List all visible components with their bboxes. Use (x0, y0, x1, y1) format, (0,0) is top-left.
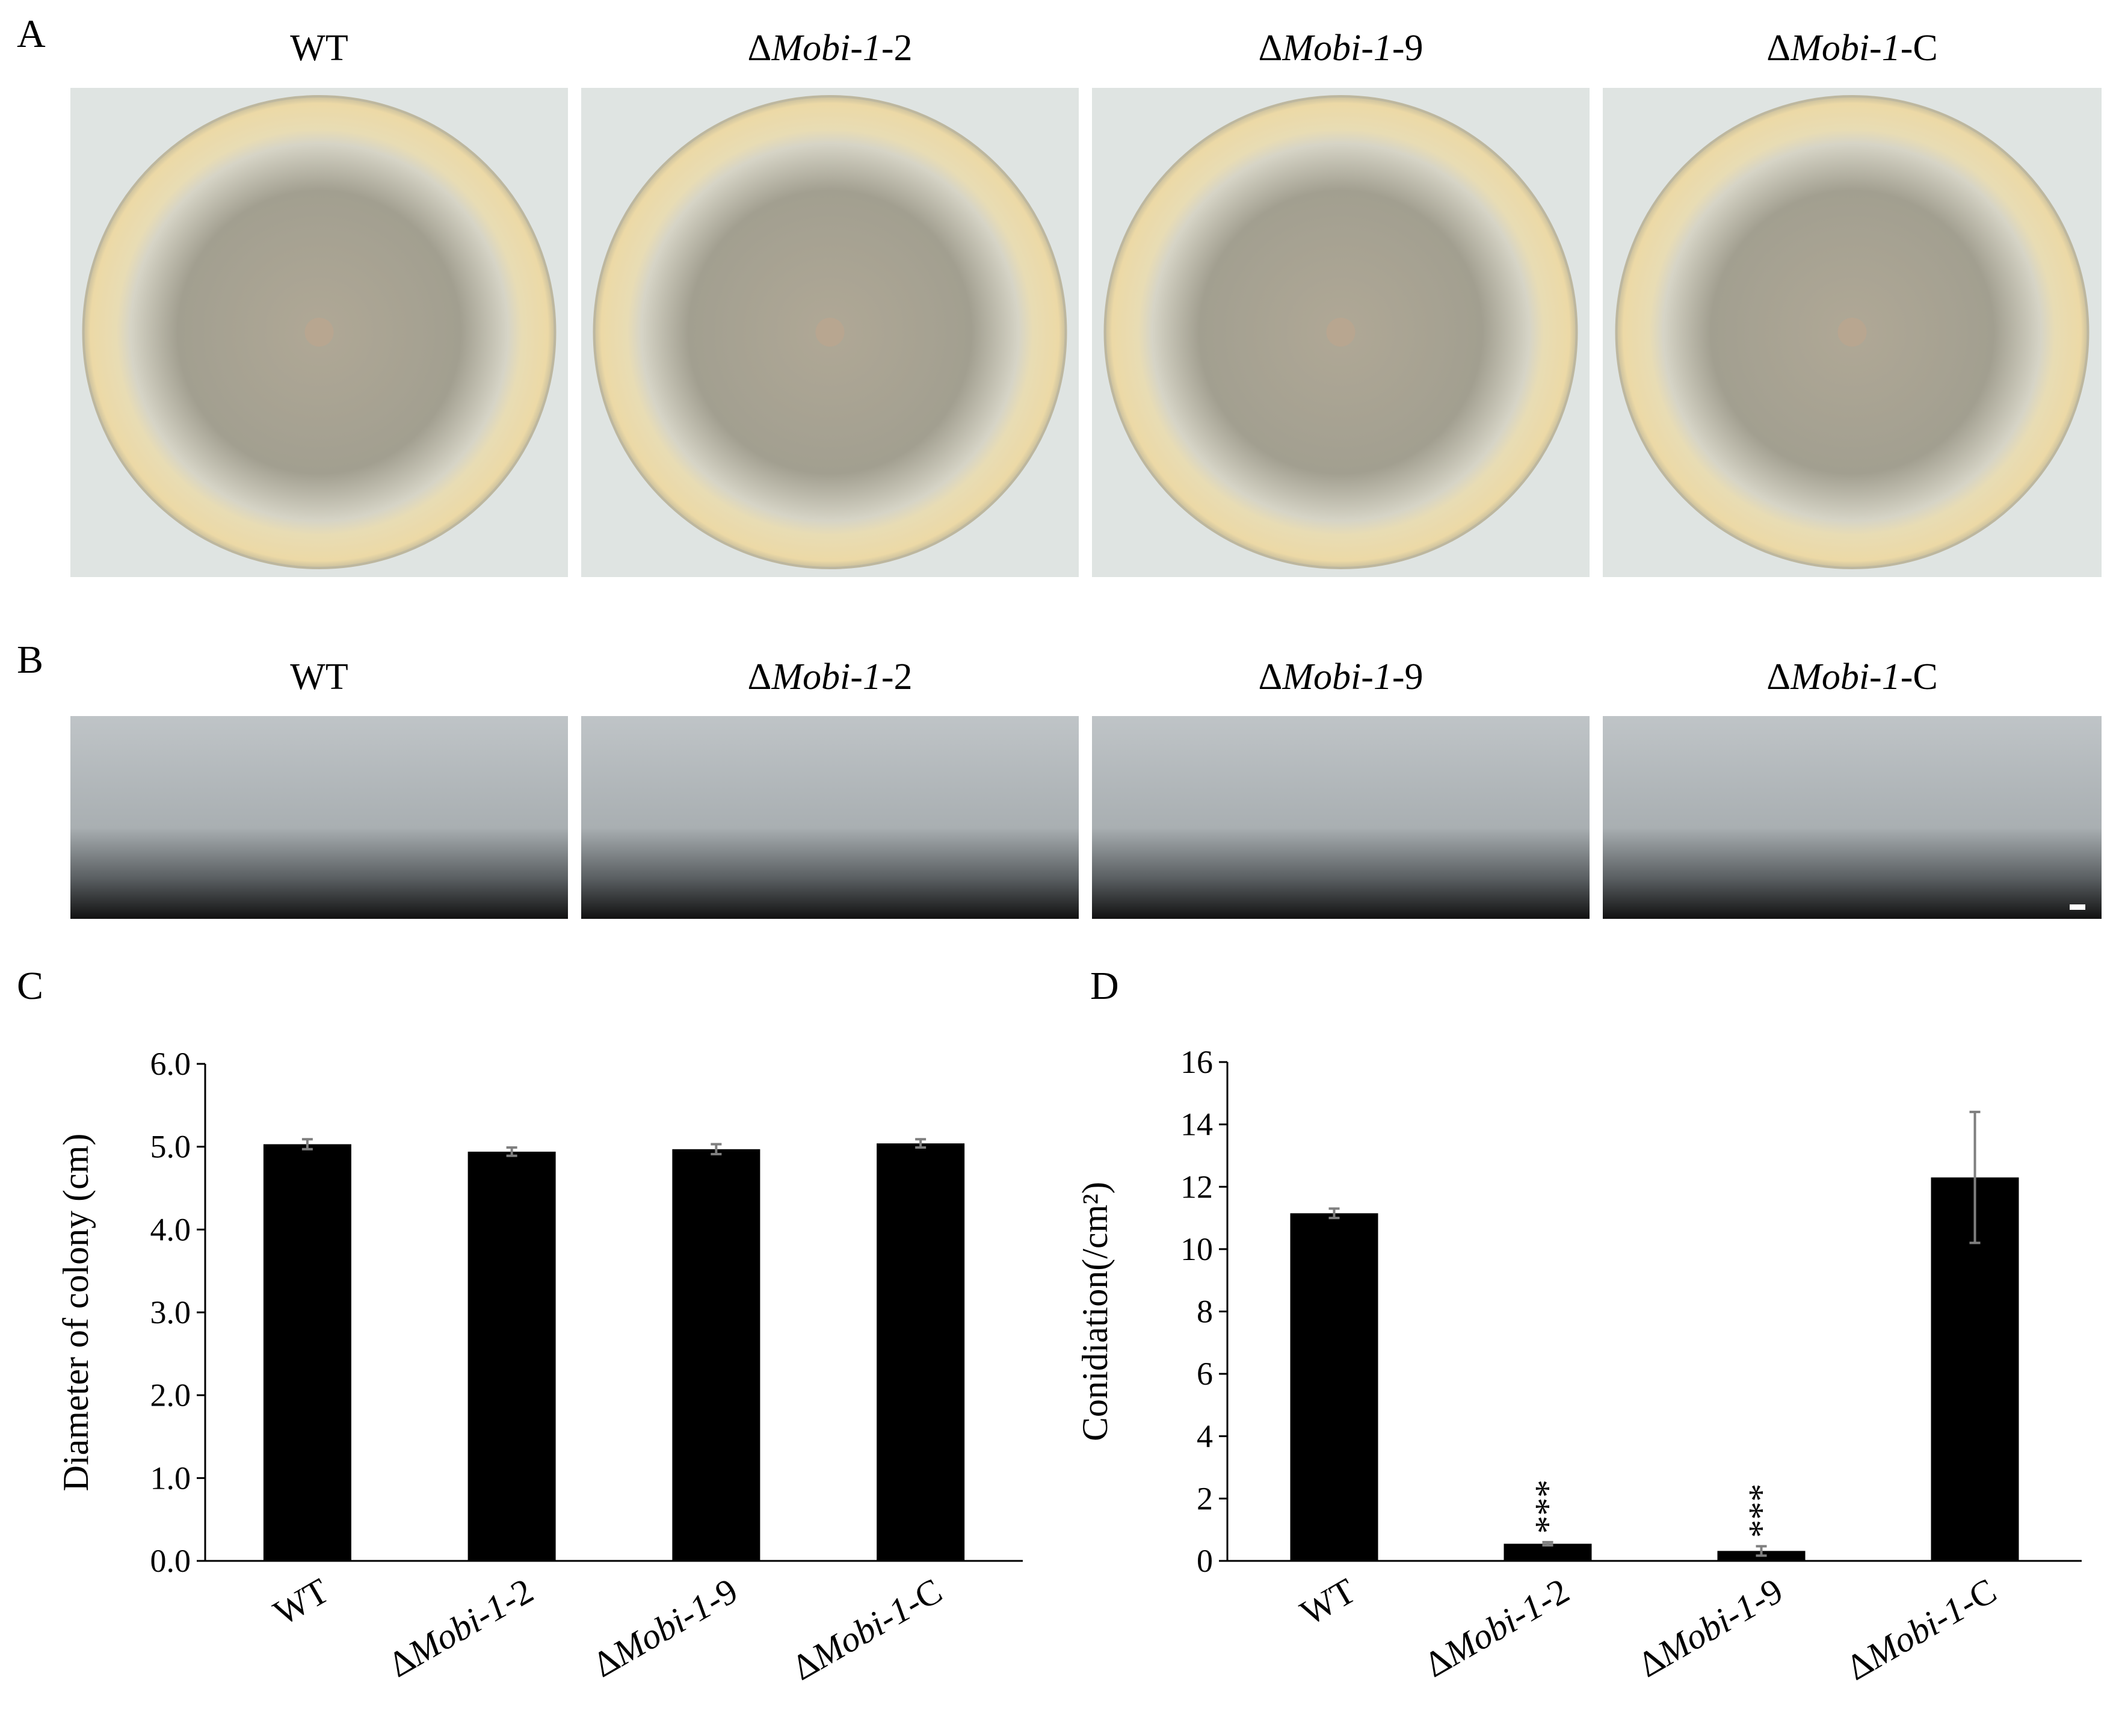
x-tick-label: ΔMobi-1-9 (586, 1571, 744, 1685)
x-tick-label-part: WT (1294, 1571, 1362, 1633)
panel-label: B (17, 638, 43, 682)
inoculum (1326, 318, 1356, 347)
y-tick-label: 12 (1180, 1169, 1213, 1205)
photo-label-part: Δ (747, 28, 771, 69)
bar (467, 1151, 556, 1561)
y-tick-label: 0.0 (150, 1543, 191, 1579)
photo-label-part: -C (1901, 28, 1938, 69)
photo-label-part: Mobi-1 (771, 656, 881, 697)
bar (1290, 1213, 1378, 1561)
photo-label-part: Mobi-1 (1282, 656, 1392, 697)
photo-label-part: -2 (881, 28, 913, 69)
bar (1504, 1543, 1592, 1561)
panel-label: C (17, 964, 43, 1008)
error-bar (1328, 1207, 1340, 1220)
photo-label: ΔMobi-1-2 (747, 656, 912, 697)
significance: *** (1742, 1484, 1781, 1538)
scale-bar (2070, 904, 2085, 910)
y-tick-label: 10 (1180, 1231, 1213, 1267)
x-tick-label: ΔMobi-1-C (785, 1571, 948, 1688)
photo-label: ΔMobi-1-9 (1258, 28, 1423, 69)
photo-label-part: WT (290, 28, 348, 69)
y-tick-label: 16 (1180, 1044, 1213, 1080)
photo-label-part: Δ (1766, 28, 1791, 69)
y-tick-label: 3.0 (150, 1294, 191, 1330)
inoculum (304, 318, 334, 347)
error-bar (915, 1138, 927, 1149)
photo-label-part: Mobi-1 (1282, 28, 1392, 69)
y-tick-label: 1.0 (150, 1460, 191, 1496)
photo-label: ΔMobi-1-9 (1258, 656, 1423, 697)
bar (263, 1144, 351, 1561)
x-tick-label: WT (1294, 1571, 1362, 1633)
photo-label: ΔMobi-1-2 (747, 28, 912, 69)
photo-label: ΔMobi-1-C (1766, 28, 1937, 69)
bar (877, 1143, 965, 1561)
y-tick-label: 2 (1197, 1480, 1213, 1516)
error-bar (506, 1146, 517, 1157)
inoculum (815, 318, 845, 347)
y-tick-label: 4.0 (150, 1211, 191, 1247)
x-tick-label: ΔMobi-1-2 (1417, 1571, 1576, 1685)
photo-label-part: Δ (1258, 28, 1282, 69)
photo-label-part: -9 (1392, 656, 1423, 697)
photo-label: ΔMobi-1-C (1766, 656, 1937, 697)
y-tick-label: 5.0 (150, 1129, 191, 1165)
y-axis-label: Diameter of colony (cm) (56, 1134, 96, 1492)
photo-label-part: Δ (1258, 656, 1282, 697)
micro-photo (1603, 716, 2102, 919)
error-bar (1756, 1545, 1767, 1557)
y-tick-label: 8 (1197, 1294, 1213, 1330)
x-tick-label-part: Mobi-1 (1651, 1586, 1763, 1673)
significance: *** (1528, 1480, 1568, 1534)
x-tick-label-part: WT (267, 1571, 336, 1633)
x-tick-label-part: Mobi-1 (1437, 1586, 1550, 1673)
photo-label-part: -C (1901, 656, 1938, 697)
panel-label: D (1090, 964, 1119, 1008)
x-tick-label-part: Mobi-1 (1859, 1589, 1972, 1676)
x-tick-label-part: Mobi-1 (805, 1589, 918, 1676)
panel-label: A (17, 12, 46, 56)
micro-photo (1092, 716, 1590, 919)
y-axis-label: Conidiation(/cm²) (1075, 1182, 1115, 1441)
inoculum (1837, 318, 1867, 347)
photo-label-part: WT (290, 656, 348, 697)
photo-label-part: -2 (881, 656, 913, 697)
error-bar (301, 1138, 313, 1151)
photo-label-part: Mobi-1 (1790, 656, 1901, 697)
error-bar (1542, 1540, 1553, 1547)
x-tick-label: ΔMobi-1-9 (1631, 1571, 1789, 1685)
photo-label-part: Mobi-1 (1790, 28, 1901, 69)
x-tick-label-part: Mobi-1 (401, 1586, 514, 1673)
photo-label-part: Δ (747, 656, 771, 697)
x-tick-label-part: Mobi-1 (606, 1586, 718, 1673)
error-bar (711, 1143, 722, 1156)
bar (672, 1149, 760, 1561)
y-tick-label: 4 (1197, 1418, 1213, 1454)
y-tick-label: 2.0 (150, 1377, 191, 1413)
x-tick-label: WT (267, 1571, 336, 1633)
photo-label-part: -9 (1392, 28, 1423, 69)
photo-label-part: Δ (1766, 656, 1791, 697)
x-tick-label: ΔMobi-1-2 (381, 1571, 540, 1685)
x-tick-label: ΔMobi-1-C (1840, 1571, 2003, 1688)
error-bar (1969, 1110, 1981, 1244)
photo-label-part: Mobi-1 (771, 28, 881, 69)
micro-photo (581, 716, 1079, 919)
y-tick-label: 14 (1180, 1107, 1213, 1143)
y-tick-label: 0 (1197, 1543, 1213, 1579)
y-tick-label: 6.0 (150, 1046, 191, 1082)
micro-photo (70, 716, 568, 919)
y-tick-label: 6 (1197, 1356, 1213, 1392)
photo-label: WT (290, 28, 348, 69)
photo-label: WT (290, 656, 348, 697)
